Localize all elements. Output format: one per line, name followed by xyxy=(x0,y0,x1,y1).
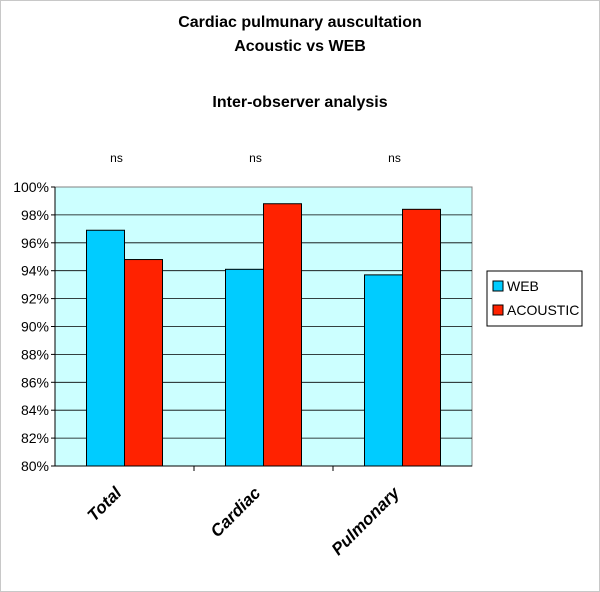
bar-web-total xyxy=(86,229,125,467)
significance-annotation: ns xyxy=(249,151,262,165)
legend-swatch-acoustic xyxy=(492,304,504,316)
y-tick-label: 84% xyxy=(21,402,49,418)
legend-label-acoustic: ACOUSTIC xyxy=(507,302,579,318)
x-category-label: Cardiac xyxy=(207,483,265,541)
y-tick-label: 88% xyxy=(21,346,49,362)
bar-acoustic-total xyxy=(124,259,163,467)
legend xyxy=(486,270,583,327)
significance-annotation: ns xyxy=(110,151,123,165)
chart-subtitle: Inter-observer analysis xyxy=(212,94,388,111)
bar-web-cardiac xyxy=(225,268,264,467)
bar-acoustic-pulmonary xyxy=(402,208,441,467)
y-tick-label: 100% xyxy=(13,179,49,195)
y-tick-label: 98% xyxy=(21,207,49,223)
y-tick-label: 96% xyxy=(21,235,49,251)
bar-acoustic-cardiac xyxy=(263,203,302,467)
y-tick-label: 94% xyxy=(21,263,49,279)
y-tick-label: 80% xyxy=(21,458,49,474)
legend-swatch-web xyxy=(492,280,504,292)
bar-web-pulmonary xyxy=(364,274,403,467)
legend-label-web: WEB xyxy=(507,278,539,294)
x-category-label: Total xyxy=(84,482,127,525)
y-tick-label: 86% xyxy=(21,374,49,390)
y-tick-label: 82% xyxy=(21,430,49,446)
chart-title-line-1: Cardiac pulmunary auscultation xyxy=(178,14,422,31)
significance-annotation: ns xyxy=(388,151,401,165)
y-tick-label: 92% xyxy=(21,291,49,307)
chart-title-line-2: Acoustic vs WEB xyxy=(234,38,366,55)
y-tick-label: 90% xyxy=(21,319,49,335)
x-category-label: Pulmonary xyxy=(328,482,405,559)
